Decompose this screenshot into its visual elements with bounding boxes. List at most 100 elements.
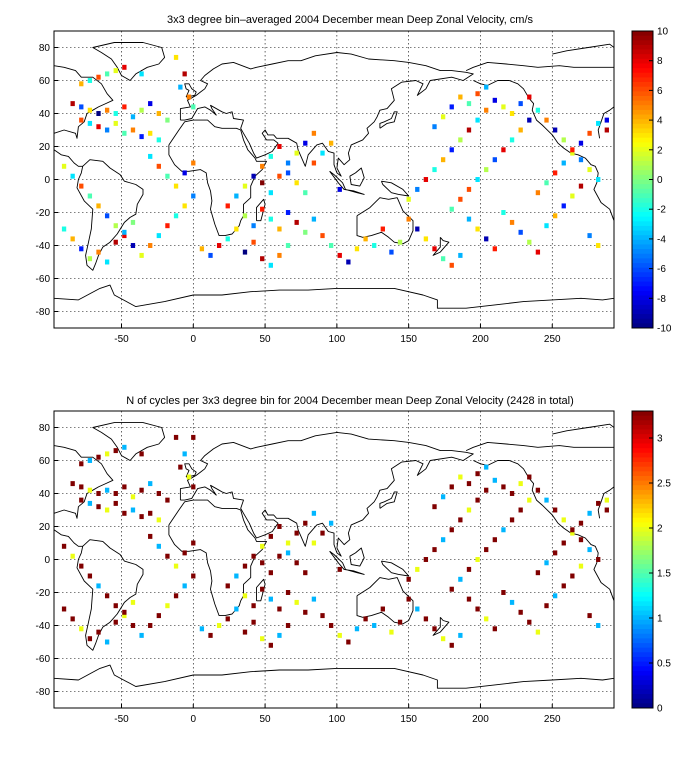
cycles-bin-cell bbox=[587, 547, 592, 553]
cycles-map-cells bbox=[61, 434, 609, 648]
velocity-bin-cell bbox=[268, 153, 273, 159]
cycles-bin-cell bbox=[268, 570, 273, 576]
velocity-colorbar-segment bbox=[632, 68, 653, 74]
cycles-colorbar-segment bbox=[632, 638, 653, 644]
cycles-map-panel: N of cycles per 3x3 degree bin for 2004 … bbox=[36, 395, 672, 725]
velocity-bin-cell bbox=[122, 130, 127, 136]
velocity-bin-cell bbox=[268, 216, 273, 222]
coastline-arcticIslands bbox=[552, 43, 615, 55]
velocity-bin-cell bbox=[475, 117, 480, 123]
cycles-colorbar-segment bbox=[632, 443, 653, 449]
cycles-bin-cell bbox=[285, 590, 291, 595]
coastline-australia bbox=[356, 197, 414, 245]
coastline-americasEast bbox=[597, 486, 615, 519]
velocity-bin-cell bbox=[527, 117, 532, 123]
velocity-bin-cell bbox=[96, 111, 101, 116]
cycles-colorbar-segment bbox=[632, 559, 653, 565]
velocity-bin-cell bbox=[458, 94, 463, 100]
velocity-bin-cell bbox=[191, 193, 196, 199]
cycles-colorbar-segment bbox=[632, 578, 653, 584]
coastline-greenland bbox=[92, 42, 166, 81]
velocity-bin-cell bbox=[432, 124, 437, 130]
cycles-colorbar-segment bbox=[632, 438, 653, 444]
cycles-colorbar-segment bbox=[632, 550, 653, 556]
velocity-bin-cell bbox=[156, 163, 161, 169]
cycles-bin-cell bbox=[268, 533, 273, 539]
cycles-bin-cell bbox=[79, 484, 84, 490]
cycles-colorbar-segment bbox=[632, 513, 653, 519]
cycles-bin-cell bbox=[96, 583, 101, 589]
cycles-colorbar-segment bbox=[632, 629, 653, 635]
velocity-bin-cell bbox=[70, 101, 75, 107]
velocity-bin-cell bbox=[191, 104, 196, 110]
velocity-bin-cell bbox=[552, 170, 558, 176]
velocity-bin-cell bbox=[346, 259, 351, 265]
velocity-bin-cell bbox=[449, 206, 454, 212]
coastline-alaskaSouth bbox=[473, 80, 530, 99]
velocity-bin-cell bbox=[466, 101, 472, 107]
coastline-arcticIslands bbox=[552, 423, 615, 435]
velocity-colorbar-segment bbox=[632, 235, 653, 241]
velocity-bin-cell bbox=[518, 101, 523, 107]
velocity-y-tick-label: -60 bbox=[36, 274, 51, 285]
velocity-colorbar-segment bbox=[632, 170, 653, 176]
cycles-bin-cell bbox=[320, 613, 325, 619]
cycles-colorbar-segment bbox=[632, 475, 653, 482]
velocity-bin-cell bbox=[61, 226, 67, 232]
velocity-colorbar-segment bbox=[632, 63, 653, 69]
cycles-bin-cell bbox=[70, 616, 75, 622]
velocity-colorbar-segment bbox=[632, 239, 653, 245]
cycles-bin-cell bbox=[492, 477, 497, 483]
velocity-bin-cell bbox=[406, 196, 411, 202]
cycles-bin-cell bbox=[303, 570, 308, 576]
coastline-africa bbox=[168, 499, 267, 617]
velocity-colorbar-segment bbox=[632, 230, 653, 236]
cycles-bin-cell bbox=[337, 632, 342, 638]
velocity-colorbar-tick-label: -4 bbox=[657, 234, 666, 245]
coastline-britain bbox=[184, 83, 197, 98]
cycles-bin-cell bbox=[165, 553, 170, 559]
cycles-bin-cell bbox=[535, 629, 541, 635]
velocity-bin-cell bbox=[501, 210, 506, 215]
cycles-bin-cell bbox=[182, 583, 187, 589]
velocity-colorbar-segment bbox=[632, 188, 653, 194]
velocity-bin-cell bbox=[277, 173, 282, 179]
velocity-bin-cell bbox=[122, 229, 127, 235]
cycles-bin-cell bbox=[535, 570, 541, 576]
velocity-colorbar-segment bbox=[632, 77, 653, 83]
velocity-bin-cell bbox=[535, 190, 541, 196]
velocity-bin-cell bbox=[139, 134, 144, 140]
cycles-bin-cell bbox=[130, 507, 136, 513]
velocity-bin-cell bbox=[182, 71, 187, 77]
cycles-bin-cell bbox=[587, 613, 592, 619]
coastline-antarctica bbox=[53, 284, 615, 309]
velocity-bin-cell bbox=[148, 243, 153, 248]
cycles-bin-cell bbox=[277, 606, 282, 612]
cycles-colorbar-tick-label: 2 bbox=[657, 524, 663, 535]
velocity-bin-cell bbox=[509, 219, 515, 225]
cycles-bin-cell bbox=[509, 599, 515, 605]
velocity-colorbar-segment bbox=[632, 174, 653, 180]
velocity-bin-cell bbox=[303, 229, 308, 235]
velocity-colorbar-segment bbox=[632, 211, 653, 218]
cycles-bin-cell bbox=[527, 474, 532, 480]
cycles-bin-cell bbox=[570, 573, 575, 579]
cycles-bin-cell bbox=[191, 573, 196, 579]
velocity-x-tick-label: 100 bbox=[329, 334, 346, 345]
velocity-bin-cell bbox=[578, 183, 584, 189]
velocity-bin-cell bbox=[96, 203, 101, 209]
cycles-bin-cell bbox=[449, 527, 454, 533]
velocity-colorbar-segment bbox=[632, 276, 653, 282]
cycles-bin-cell bbox=[501, 527, 506, 533]
cycles-bin-cell bbox=[268, 642, 273, 648]
cycles-colorbar-segment bbox=[632, 466, 653, 472]
velocity-bin-cell bbox=[104, 71, 110, 77]
velocity-bin-cell bbox=[87, 256, 93, 262]
velocity-bin-cell bbox=[578, 157, 584, 163]
cycles-x-tick-label: 200 bbox=[472, 714, 489, 725]
velocity-bin-cell bbox=[604, 127, 609, 133]
cycles-bin-cell bbox=[440, 636, 446, 642]
cycles-y-tick-label: 40 bbox=[39, 489, 51, 500]
cycles-bin-cell bbox=[501, 590, 506, 595]
